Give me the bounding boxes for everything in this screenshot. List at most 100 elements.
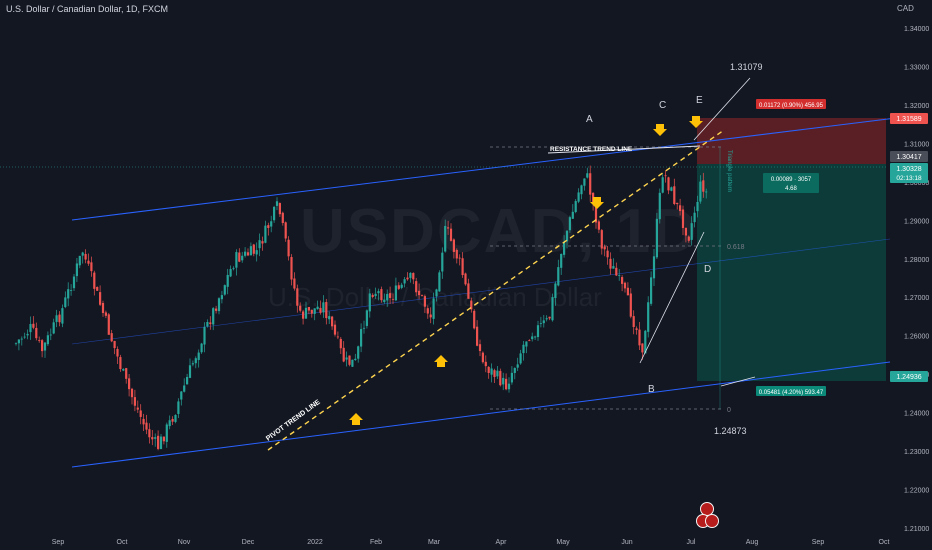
wave-label-b: B <box>648 384 655 395</box>
candle <box>206 321 209 327</box>
chart-title: U.S. Dollar / Canadian Dollar, 1D, FXCM <box>6 4 169 14</box>
candle <box>409 272 412 278</box>
candle <box>623 282 627 289</box>
candle <box>609 258 612 269</box>
candle <box>20 338 23 340</box>
candle <box>270 221 273 227</box>
candle <box>313 308 316 314</box>
candle <box>612 266 615 269</box>
countdown-text: 02:13:18 <box>896 175 922 182</box>
candle <box>264 225 267 243</box>
candle <box>687 236 690 241</box>
candle <box>360 329 363 347</box>
candle <box>14 343 18 345</box>
candle <box>502 377 505 385</box>
candle <box>397 285 400 289</box>
candle <box>186 376 189 385</box>
candle <box>157 435 160 449</box>
candle <box>670 187 673 191</box>
candle <box>325 302 328 319</box>
y-tick-label: 1.31000 <box>904 141 929 148</box>
candle <box>377 291 380 293</box>
y-tick-label: 1.26000 <box>904 334 929 341</box>
candle <box>621 277 624 284</box>
candle <box>684 227 687 236</box>
candle <box>252 244 255 254</box>
candle <box>449 228 453 241</box>
candle <box>583 178 586 186</box>
candle <box>563 242 566 255</box>
candle <box>531 336 534 340</box>
resistance-label: RESISTANCE TREND LINE <box>550 146 633 153</box>
y-tick-label: 1.30000 <box>904 180 929 187</box>
level-low-label: 1.24873 <box>714 426 747 436</box>
take-profit-zone <box>697 164 886 381</box>
candle <box>87 260 90 264</box>
candle <box>600 230 603 249</box>
channel-upper-line <box>71 114 921 221</box>
candle <box>339 338 342 349</box>
candle <box>641 343 644 353</box>
target-price-badge <box>890 371 928 382</box>
triangle-upper-line <box>693 77 751 141</box>
candle <box>391 298 395 300</box>
candle <box>661 177 664 193</box>
candle <box>104 312 107 316</box>
avatar[interactable] <box>705 514 719 528</box>
candle <box>348 355 351 365</box>
candle <box>217 298 221 312</box>
candle <box>380 289 383 301</box>
candle <box>70 290 73 291</box>
candle <box>284 222 287 239</box>
candle <box>545 318 548 320</box>
candle <box>522 344 525 354</box>
candle <box>603 246 606 250</box>
candle <box>536 325 540 338</box>
candle <box>223 285 226 295</box>
candle <box>490 368 493 375</box>
candle <box>447 227 450 229</box>
candle <box>319 307 322 313</box>
stop-price-text: 1.31589 <box>896 116 921 123</box>
candle <box>304 307 308 319</box>
candle <box>215 308 218 311</box>
candle <box>667 177 670 191</box>
candle <box>246 252 250 256</box>
candle <box>493 370 496 377</box>
candle <box>342 347 345 362</box>
candle <box>615 267 618 276</box>
arrow-up-icon <box>349 413 363 425</box>
y-tick-label: 1.34000 <box>904 26 929 33</box>
candle <box>626 287 629 296</box>
candle <box>435 289 438 297</box>
candle <box>101 302 105 313</box>
candle <box>676 202 679 205</box>
currency-label: CAD <box>897 4 914 13</box>
candle <box>203 326 206 345</box>
candle <box>29 324 32 333</box>
candle <box>386 293 389 301</box>
candle <box>655 218 658 258</box>
candle <box>188 365 192 378</box>
candle <box>113 340 116 349</box>
candle <box>568 217 571 231</box>
target-info-box <box>756 386 826 396</box>
candle <box>476 326 479 346</box>
candle <box>690 223 693 240</box>
candle <box>458 257 461 259</box>
candle <box>400 284 403 288</box>
candle <box>255 250 258 255</box>
community-avatars[interactable] <box>696 502 719 530</box>
candle <box>484 361 487 367</box>
candle <box>336 336 339 338</box>
candle <box>507 383 511 390</box>
candle <box>142 418 145 425</box>
candle <box>180 391 183 400</box>
candle <box>299 305 302 311</box>
candle <box>58 314 61 323</box>
candle <box>345 357 348 360</box>
arrow-down-icon <box>689 116 703 128</box>
candle <box>510 372 513 383</box>
candle <box>699 181 702 202</box>
